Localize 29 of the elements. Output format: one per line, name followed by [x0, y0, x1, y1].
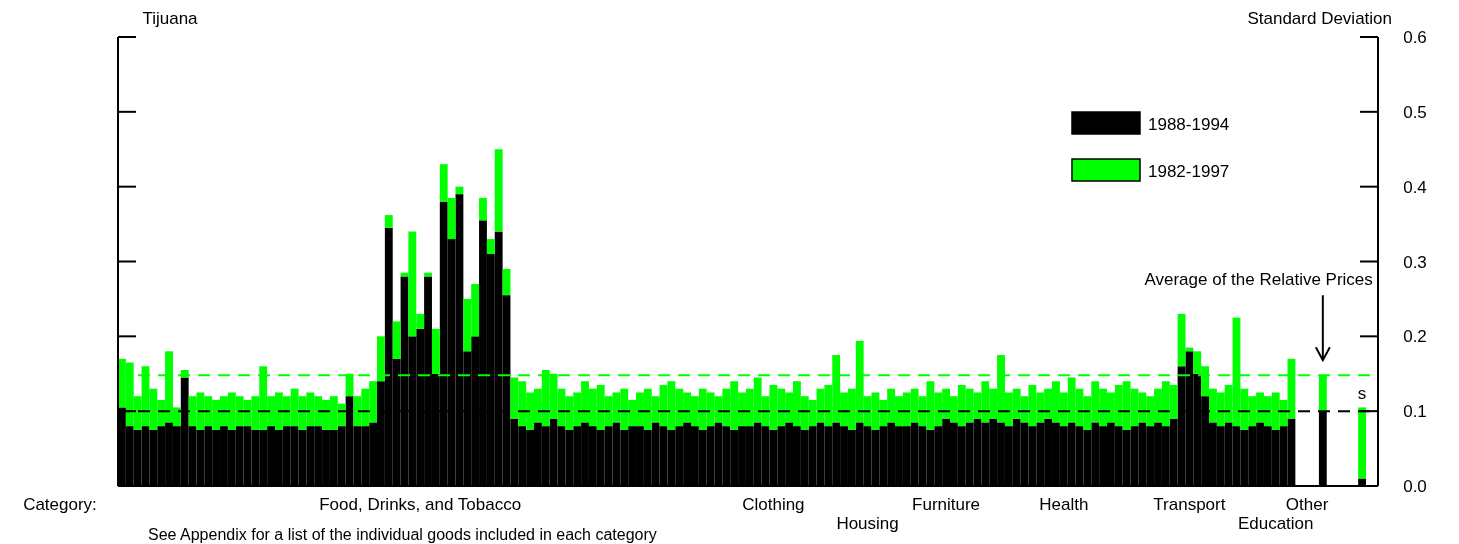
bar: [384, 215, 393, 228]
x-tick-label: Education: [1237, 514, 1314, 533]
annotation: s: [1357, 384, 1367, 404]
legend-label: 1988-1994: [1148, 115, 1230, 134]
y-tick-label: 0.6: [1403, 28, 1427, 47]
legend-label: 1982-1997: [1148, 162, 1230, 181]
x-tick-label: Health: [1039, 495, 1089, 514]
x-tick-label: Other: [1285, 495, 1329, 514]
y-tick-label: 0.4: [1403, 177, 1427, 197]
x-tick-label: Food, Drinks, and Tobacco: [319, 495, 522, 514]
x-tick-label: Housing: [836, 514, 899, 533]
x-tick-label: Furniture: [912, 495, 981, 514]
annotation: Average of the Relative Prices: [1144, 270, 1373, 290]
bar: [479, 197, 487, 221]
y-tick-label: 0.0: [1403, 477, 1427, 496]
y-tick-label: 0.5: [1403, 102, 1427, 122]
bar: [1358, 407, 1366, 479]
chart-title: Tijuana: [142, 9, 199, 28]
x-tick-label: Clothing: [742, 495, 805, 514]
bar: [392, 321, 401, 359]
x-axis-title: Category:: [23, 495, 97, 514]
x-tick-label: Transport: [1153, 495, 1226, 514]
bar: [494, 149, 503, 232]
bar: [486, 239, 495, 255]
text: See Appendix for a list of the individual goods included in each category: [148, 526, 657, 543]
y-tick-label: 0.2: [1403, 327, 1427, 347]
y-tick-label: 0.1: [1403, 402, 1427, 422]
y-axis-title: Standard Deviation: [1247, 9, 1392, 28]
y-tick-label: 0.3: [1403, 252, 1427, 272]
